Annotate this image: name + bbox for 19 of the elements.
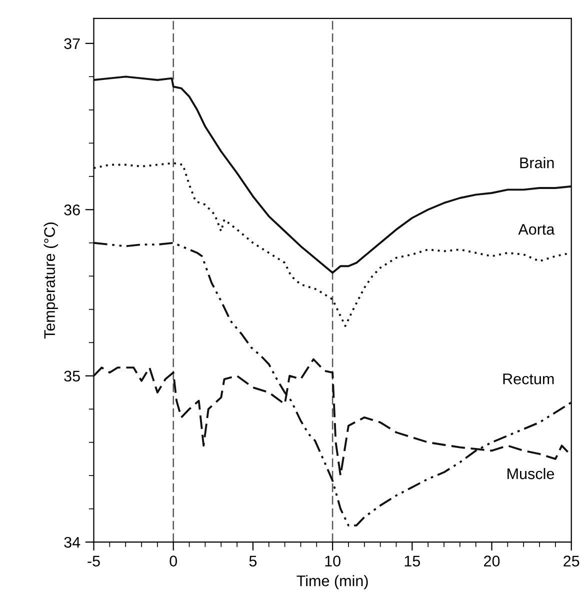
x-tick-label: 25: [564, 556, 580, 566]
y-tick-label: 36: [64, 204, 80, 216]
x-tick-label: -5: [88, 556, 100, 566]
x-tick-label: 5: [249, 556, 257, 566]
series-label: Aorta: [518, 224, 555, 235]
x-tick-label: 15: [404, 556, 420, 566]
y-axis-title: Temperature (°C): [44, 222, 58, 339]
x-tick-label: 20: [484, 556, 500, 566]
x-tick-label: 0: [170, 556, 178, 566]
x-tick-label: 10: [325, 556, 340, 566]
line-series: [94, 76, 572, 274]
series-label: Muscle: [508, 468, 554, 480]
x-axis-title: Time (min): [296, 575, 368, 590]
series-label: Rectum: [503, 374, 554, 384]
series-label: Brain: [520, 157, 554, 168]
y-tick-label: 34: [64, 536, 80, 548]
y-tick-label: 35: [64, 370, 80, 382]
y-tick-label: 37: [64, 38, 80, 50]
line-series: [94, 242, 572, 526]
